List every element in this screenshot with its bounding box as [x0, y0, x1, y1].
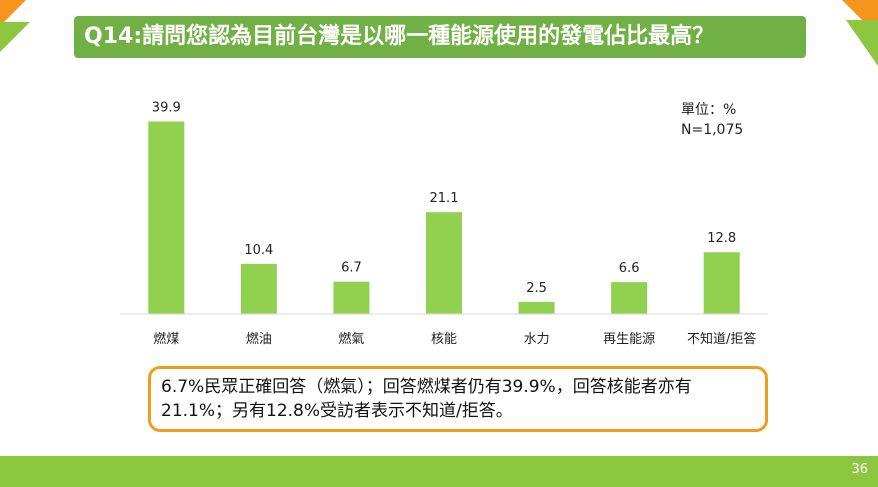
bar-chart: 39.9 燃煤 10.4 燃油 6.7 燃氣 21.1 核能 2.5 水力 6.6 再生能源 12.8 不…: [120, 100, 768, 347]
value-label-7: 12.8: [707, 231, 736, 246]
category-label-4: 核能: [431, 332, 457, 347]
value-label-5: 2.5: [526, 281, 547, 296]
category-label-7: 不知道/拒答: [687, 331, 756, 347]
chart-bars: [148, 121, 740, 314]
bar-5: [518, 301, 555, 314]
summary-text: 6.7%民眾正確回答（燃氣）；回答燃煤者仍有39.9%，回答核能者亦有21.1%…: [161, 377, 692, 421]
summary-callout: 6.7%民眾正確回答（燃氣）；回答燃煤者仍有39.9%，回答核能者亦有21.1%…: [148, 366, 768, 432]
corner-green-triangle-left: [0, 22, 30, 52]
value-label-2: 10.4: [244, 243, 273, 258]
value-label-6: 6.6: [619, 261, 640, 276]
bar-3: [333, 281, 370, 314]
slide-title: Q14:請問您認為目前台灣是以哪一種能源使用的發電佔比最高？: [74, 16, 806, 58]
bar-6: [611, 282, 648, 314]
value-label-3: 6.7: [341, 261, 362, 276]
bar-7: [703, 252, 740, 314]
unit-label: 單位：%: [681, 102, 737, 118]
unit-note: 單位：% N=1,075: [681, 100, 743, 140]
category-label-6: 再生能源: [603, 332, 655, 347]
category-label-3: 燃氣: [338, 331, 364, 347]
page-number: 36: [851, 462, 868, 477]
bar-2: [240, 263, 277, 314]
category-label-1: 燃煤: [153, 331, 179, 347]
category-label-5: 水力: [524, 332, 550, 347]
corner-orange-triangle-left: [0, 0, 26, 26]
value-label-1: 39.9: [152, 100, 181, 115]
footer-bar: 36: [0, 456, 878, 487]
bar-1: [148, 121, 185, 314]
sample-size: N=1,075: [681, 122, 744, 138]
bar-4: [426, 212, 462, 314]
chart-labels: 39.9 燃煤 10.4 燃油 6.7 燃氣 21.1 核能 2.5 水力 6.6 再生能源 12.8 不…: [152, 100, 757, 347]
category-label-2: 燃油: [246, 331, 272, 347]
corner-green-triangle-right: [846, 20, 878, 66]
value-label-4: 21.1: [430, 191, 459, 206]
